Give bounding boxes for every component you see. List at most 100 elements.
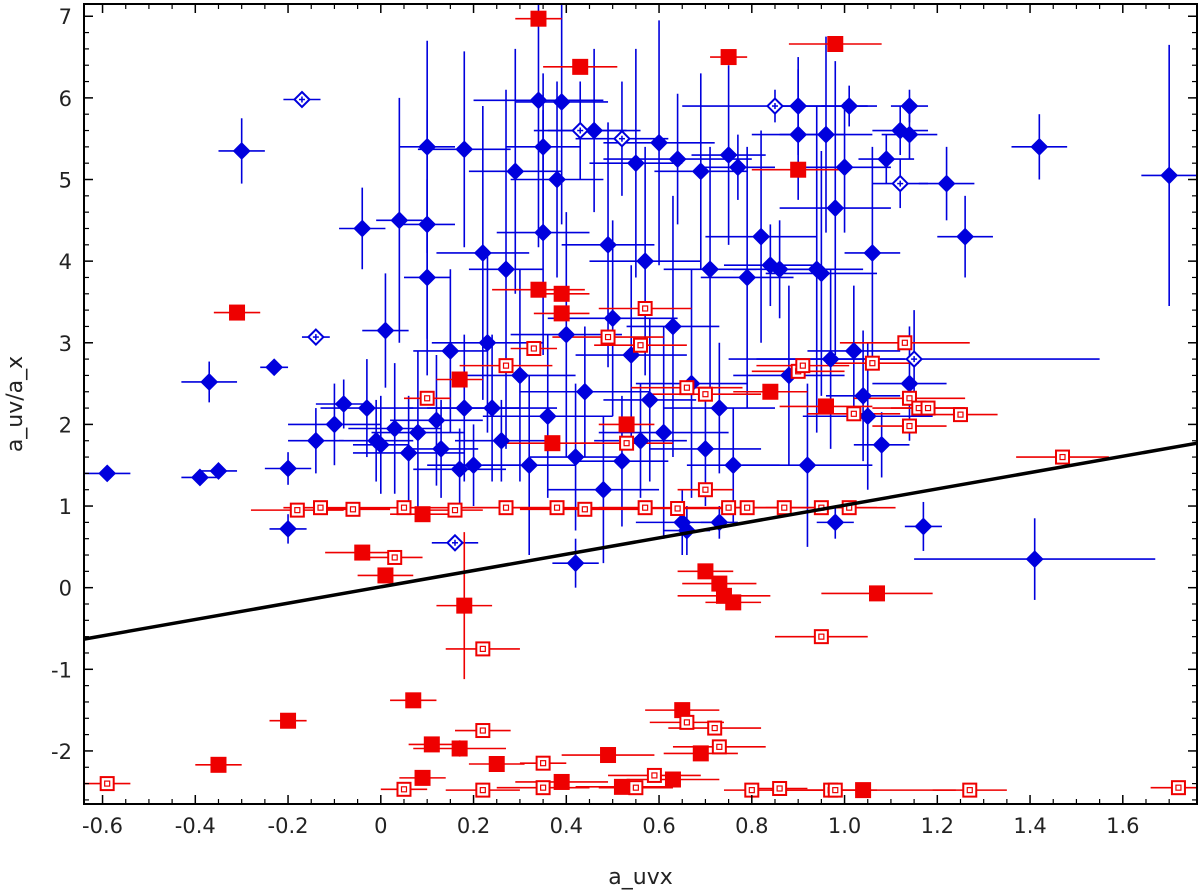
blue-filled-diamonds-point-2 bbox=[200, 373, 219, 391]
plot-frame bbox=[83, 3, 1198, 805]
red-open-squares-point-53-inner bbox=[1175, 784, 1182, 791]
red-open-squares-point-29-inner bbox=[702, 391, 709, 398]
blue-filled-diamonds-point-40 bbox=[534, 137, 553, 156]
blue-filled-diamonds-point-72 bbox=[728, 158, 747, 177]
red-open-squares-point-32 bbox=[711, 739, 727, 755]
red-open-squares-point-52-inner bbox=[1059, 453, 1066, 461]
blue-filled-diamonds-point-48 bbox=[585, 121, 604, 140]
red-filled-squares-point-6 bbox=[414, 506, 431, 523]
red-filled-squares-point-11 bbox=[456, 597, 473, 614]
red-open-squares-point-34 bbox=[739, 500, 755, 516]
red-open-squares-point-14 bbox=[526, 340, 542, 356]
blue-filled-diamonds-point-25 bbox=[441, 342, 460, 360]
blue-filled-diamonds-point-100 bbox=[937, 174, 956, 193]
red-open-squares-point-55 bbox=[772, 780, 788, 796]
red-open-squares-point-30 bbox=[697, 482, 713, 498]
blue-filled-diamonds-point-51 bbox=[603, 309, 622, 328]
red-open-squares-point-28 bbox=[679, 380, 695, 396]
blue-filled-diamonds-point-92 bbox=[863, 244, 882, 262]
blue-filled-diamonds-point-30 bbox=[473, 244, 492, 262]
red-open-squares-point-19-inner bbox=[604, 333, 612, 341]
blue-filled-diamonds-point-97 bbox=[900, 125, 919, 144]
red-filled-squares-point-7 bbox=[414, 769, 431, 786]
red-open-squares-point-25-inner bbox=[642, 504, 649, 511]
blue-filled-diamonds-point-15 bbox=[376, 321, 395, 340]
blue-filled-diamonds-point-91 bbox=[858, 407, 877, 426]
y-tick-label-1: -1 bbox=[51, 658, 72, 682]
blue-filled-diamonds-point-20 bbox=[418, 137, 437, 156]
red-open-squares-point-8-inner bbox=[451, 507, 459, 514]
y-tick-label-2: 0 bbox=[59, 577, 72, 601]
y-tick-label-8: 6 bbox=[59, 87, 72, 111]
red-open-squares-point-44-inner bbox=[869, 360, 876, 367]
red-open-squares-point-22 bbox=[633, 337, 648, 353]
red-open-squares-point-3-inner bbox=[349, 506, 357, 513]
red-open-squares-point-24-inner bbox=[651, 772, 658, 779]
blue-filled-diamonds-point-80 bbox=[798, 456, 817, 475]
blue-filled-diamonds-point-54 bbox=[626, 154, 645, 173]
red-open-squares-point-34-inner bbox=[744, 504, 751, 511]
red-open-squares-point-16 bbox=[535, 780, 551, 796]
blue-filled-diamonds-point-73 bbox=[738, 268, 757, 287]
red-open-squares-point-54 bbox=[827, 782, 843, 798]
blue-filled-diamonds-point-57 bbox=[640, 391, 659, 409]
y-tick-label-9: 7 bbox=[59, 5, 72, 29]
y-axis-label: a_uv/a_x bbox=[3, 356, 28, 452]
blue-filled-diamonds-point-35 bbox=[506, 162, 525, 181]
red-filled-squares-point-4 bbox=[377, 567, 394, 584]
blue-filled-diamonds-point-7 bbox=[279, 519, 297, 538]
blue-filled-diamonds-point-83 bbox=[817, 125, 835, 144]
blue-filled-diamonds-point-9 bbox=[325, 415, 344, 434]
red-open-squares-point-2-inner bbox=[317, 504, 324, 511]
blue-filled-diamonds-point-42 bbox=[548, 170, 566, 189]
markers-layer bbox=[98, 10, 1186, 799]
blue-filled-diamonds-point-76 bbox=[770, 260, 789, 279]
red-open-squares-point-21-inner bbox=[642, 305, 649, 312]
blue-filled-diamonds-point-38 bbox=[529, 91, 548, 110]
blue-filled-diamonds-point-50 bbox=[599, 235, 617, 254]
blue-filled-diamonds-point-34 bbox=[497, 260, 515, 279]
blue-filled-diamonds-point-22 bbox=[418, 215, 437, 234]
red-open-squares-point-49 bbox=[920, 400, 936, 416]
red-open-squares-point-3 bbox=[345, 501, 361, 517]
blue-filled-diamonds-point-18 bbox=[399, 444, 418, 462]
red-open-squares-point-17-inner bbox=[553, 504, 561, 511]
blue-filled-diamonds-point-21 bbox=[418, 268, 437, 287]
blue-filled-diamonds-point-41 bbox=[538, 407, 557, 426]
red-filled-squares-point-8 bbox=[423, 736, 440, 753]
red-open-squares-point-13 bbox=[498, 500, 514, 516]
blue-filled-diamonds-point-3 bbox=[209, 462, 228, 480]
red-open-squares-point-26 bbox=[670, 500, 686, 516]
x-tick-label-7: 0.8 bbox=[735, 814, 768, 838]
blue-filled-diamonds-point-67 bbox=[701, 260, 719, 279]
blue-filled-diamonds-point-65 bbox=[691, 162, 710, 181]
red-open-squares-point-23 bbox=[628, 780, 644, 796]
red-filled-squares-point-5 bbox=[405, 692, 422, 709]
blue-filled-diamonds-point-23 bbox=[427, 411, 446, 430]
red-open-squares-point-33 bbox=[721, 500, 737, 516]
red-filled-squares-point-27 bbox=[762, 383, 779, 400]
red-filled-squares-point-0 bbox=[229, 304, 246, 321]
red-filled-squares-point-2 bbox=[210, 756, 227, 773]
red-open-squares-point-9-inner bbox=[479, 645, 486, 652]
blue-filled-diamonds-point-87 bbox=[835, 158, 854, 177]
red-filled-squares-point-21 bbox=[697, 563, 714, 580]
red-open-squares-point-38 bbox=[795, 358, 811, 374]
blue-filled-diamonds-point-52 bbox=[613, 452, 631, 471]
blue-filled-diamonds-point-32 bbox=[483, 399, 502, 417]
blue-filled-diamonds-point-33 bbox=[492, 431, 511, 450]
x-tick-label-1: -0.4 bbox=[175, 814, 216, 838]
red-open-squares-point-32-inner bbox=[716, 743, 723, 750]
red-filled-squares-point-3 bbox=[354, 544, 371, 561]
red-open-squares-point-27 bbox=[679, 714, 695, 730]
blue-filled-diamonds-point-104 bbox=[1160, 166, 1179, 185]
blue-filled-diamonds-point-79 bbox=[789, 97, 808, 115]
blue-filled-diamonds-point-58 bbox=[650, 133, 668, 152]
red-filled-squares-point-28 bbox=[790, 161, 807, 178]
blue-filled-diamonds-point-27 bbox=[455, 399, 474, 417]
red-open-squares-point-15 bbox=[535, 755, 551, 771]
blue-filled-diamonds-point-36 bbox=[511, 366, 529, 385]
y-tick-label-7: 5 bbox=[59, 169, 72, 193]
